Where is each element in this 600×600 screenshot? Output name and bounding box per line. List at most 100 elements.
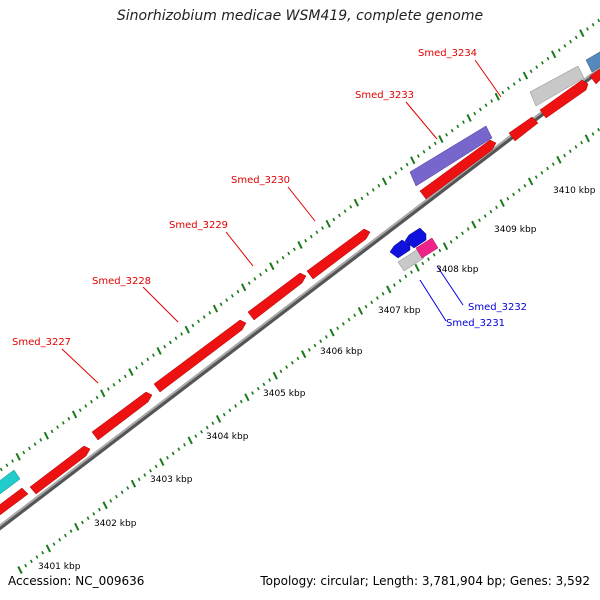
lower-ring-major-tick	[329, 328, 335, 337]
upper-ring-minor-tick	[123, 374, 127, 379]
upper-ring-minor-tick	[512, 82, 516, 86]
gene-label-smed-3228[interactable]: Smed_3228	[92, 276, 151, 287]
feature-grey-small[interactable]	[397, 248, 425, 272]
gene-arrow-smed-3227[interactable]	[29, 445, 91, 495]
upper-ring-major-tick	[325, 219, 331, 228]
upper-ring-minor-tick	[321, 226, 324, 230]
feature-purple[interactable]	[409, 125, 493, 187]
lower-ring-minor-tick	[534, 175, 538, 179]
lower-ring-minor-tick	[98, 507, 101, 512]
upper-ring-minor-tick	[343, 209, 347, 213]
gene-arrow-e[interactable]	[419, 139, 497, 200]
upper-ring-minor-tick	[287, 251, 291, 256]
accession-text: Accession: NC_009636	[8, 574, 145, 588]
forward-strand-genes	[0, 62, 600, 518]
feature-pink[interactable]	[415, 237, 439, 259]
upper-ring-minor-tick	[236, 289, 240, 294]
upper-ring-minor-tick	[202, 315, 206, 319]
gene-arrow-a[interactable]	[91, 391, 153, 441]
upper-ring-major-tick	[410, 156, 416, 165]
lower-ring-major-tick	[45, 544, 52, 553]
lower-ring-major-tick	[17, 566, 23, 574]
upper-ring-minor-tick	[78, 408, 82, 412]
upper-ring-minor-tick	[591, 22, 595, 27]
upper-ring-major-tick	[353, 198, 360, 207]
gene-arrow-smed-3232[interactable]	[404, 227, 427, 249]
kbp-label-3407: 3407 kbp	[378, 306, 421, 316]
lower-ring-minor-tick	[404, 274, 408, 279]
upper-ring-minor-tick	[586, 27, 589, 31]
lower-ring-minor-tick	[449, 240, 453, 244]
lower-ring-minor-tick	[120, 490, 124, 495]
gene-label-smed-3233[interactable]: Smed_3233	[355, 90, 414, 101]
feature-grey[interactable]	[529, 65, 585, 107]
lower-ring-minor-tick	[580, 140, 584, 145]
lower-ring-minor-tick	[398, 278, 402, 283]
kbp-label-3402: 3402 kbp	[94, 519, 137, 529]
lower-ring-minor-tick	[296, 356, 300, 361]
lower-ring-major-tick	[187, 436, 193, 445]
upper-ring-minor-tick	[253, 277, 257, 281]
gene-arrow-h[interactable]	[589, 62, 600, 85]
lower-ring-major-tick	[130, 479, 137, 488]
gene-arrow-c[interactable]	[247, 272, 307, 321]
gene-label-smed-3230[interactable]: Smed_3230	[231, 175, 290, 186]
gene-arrow-d[interactable]	[306, 228, 371, 280]
gene-label-smed-3232[interactable]: Smed_3232	[468, 302, 527, 313]
upper-ring-minor-tick	[377, 183, 381, 188]
lower-ring-minor-tick	[183, 443, 186, 447]
gene-arrow-smed-3231[interactable]	[389, 239, 411, 259]
upper-tick-ring	[0, 18, 600, 472]
upper-ring-minor-tick	[366, 192, 370, 196]
lower-ring-minor-tick	[353, 313, 357, 318]
lower-ring-minor-tick	[523, 184, 527, 188]
lower-ring-major-tick	[102, 501, 108, 510]
gene-label-smed-3231[interactable]: Smed_3231	[446, 318, 505, 329]
lower-tick-ring	[17, 127, 600, 574]
upper-ring-major-tick	[128, 368, 134, 377]
lower-ring-minor-tick	[381, 291, 385, 296]
upper-ring-minor-tick	[478, 107, 482, 112]
lower-ring-minor-tick	[290, 361, 294, 365]
upper-ring-minor-tick	[197, 319, 200, 324]
upper-ring-minor-tick	[152, 353, 155, 357]
gene-arrow-b[interactable]	[153, 319, 247, 393]
lower-ring-minor-tick	[194, 434, 198, 438]
upper-ring-minor-tick	[349, 205, 353, 209]
kbp-label-3406: 3406 kbp	[320, 347, 363, 357]
lower-ring-minor-tick	[324, 335, 328, 339]
lower-ring-minor-tick	[35, 555, 39, 559]
gene-arrow-f[interactable]	[508, 116, 539, 142]
feature-steel[interactable]	[585, 46, 600, 73]
gene-arrow-g[interactable]	[539, 79, 589, 119]
map-title: Sinorhizobium medicae WSM419, complete g…	[116, 8, 484, 24]
upper-ring-minor-tick	[163, 344, 167, 349]
upper-ring-major-tick	[100, 389, 106, 398]
lower-ring-major-tick	[244, 393, 250, 402]
upper-ring-minor-tick	[28, 446, 31, 451]
upper-ring-minor-tick	[264, 268, 268, 273]
upper-ring-minor-tick	[112, 383, 116, 387]
gene-arrow-left-cut[interactable]	[0, 487, 29, 518]
gene-label-smed-3227[interactable]: Smed_3227	[12, 337, 71, 348]
kbp-label-3410: 3410 kbp	[553, 186, 596, 196]
lower-ring-minor-tick	[262, 382, 266, 387]
lower-ring-major-tick	[159, 458, 165, 467]
lower-ring-minor-tick	[364, 304, 368, 309]
upper-ring-minor-tick	[422, 150, 426, 154]
lower-ring-minor-tick	[336, 326, 340, 330]
gene-label-smed-3234[interactable]: Smed_3234	[418, 48, 477, 59]
lower-ring-minor-tick	[506, 196, 510, 201]
feature-cyan[interactable]	[0, 469, 21, 497]
lower-ring-minor-tick	[126, 486, 130, 490]
upper-ring-minor-tick	[501, 90, 505, 95]
lower-ring-minor-tick	[512, 192, 515, 197]
upper-ring-minor-tick	[518, 78, 522, 82]
upper-ring-major-tick	[212, 304, 219, 313]
lower-ring-minor-tick	[143, 473, 147, 477]
upper-ring-minor-tick	[56, 425, 60, 429]
kbp-label-3409: 3409 kbp	[494, 225, 537, 235]
gene-label-smed-3229[interactable]: Smed_3229	[169, 220, 228, 231]
upper-ring-minor-tick	[400, 166, 403, 171]
